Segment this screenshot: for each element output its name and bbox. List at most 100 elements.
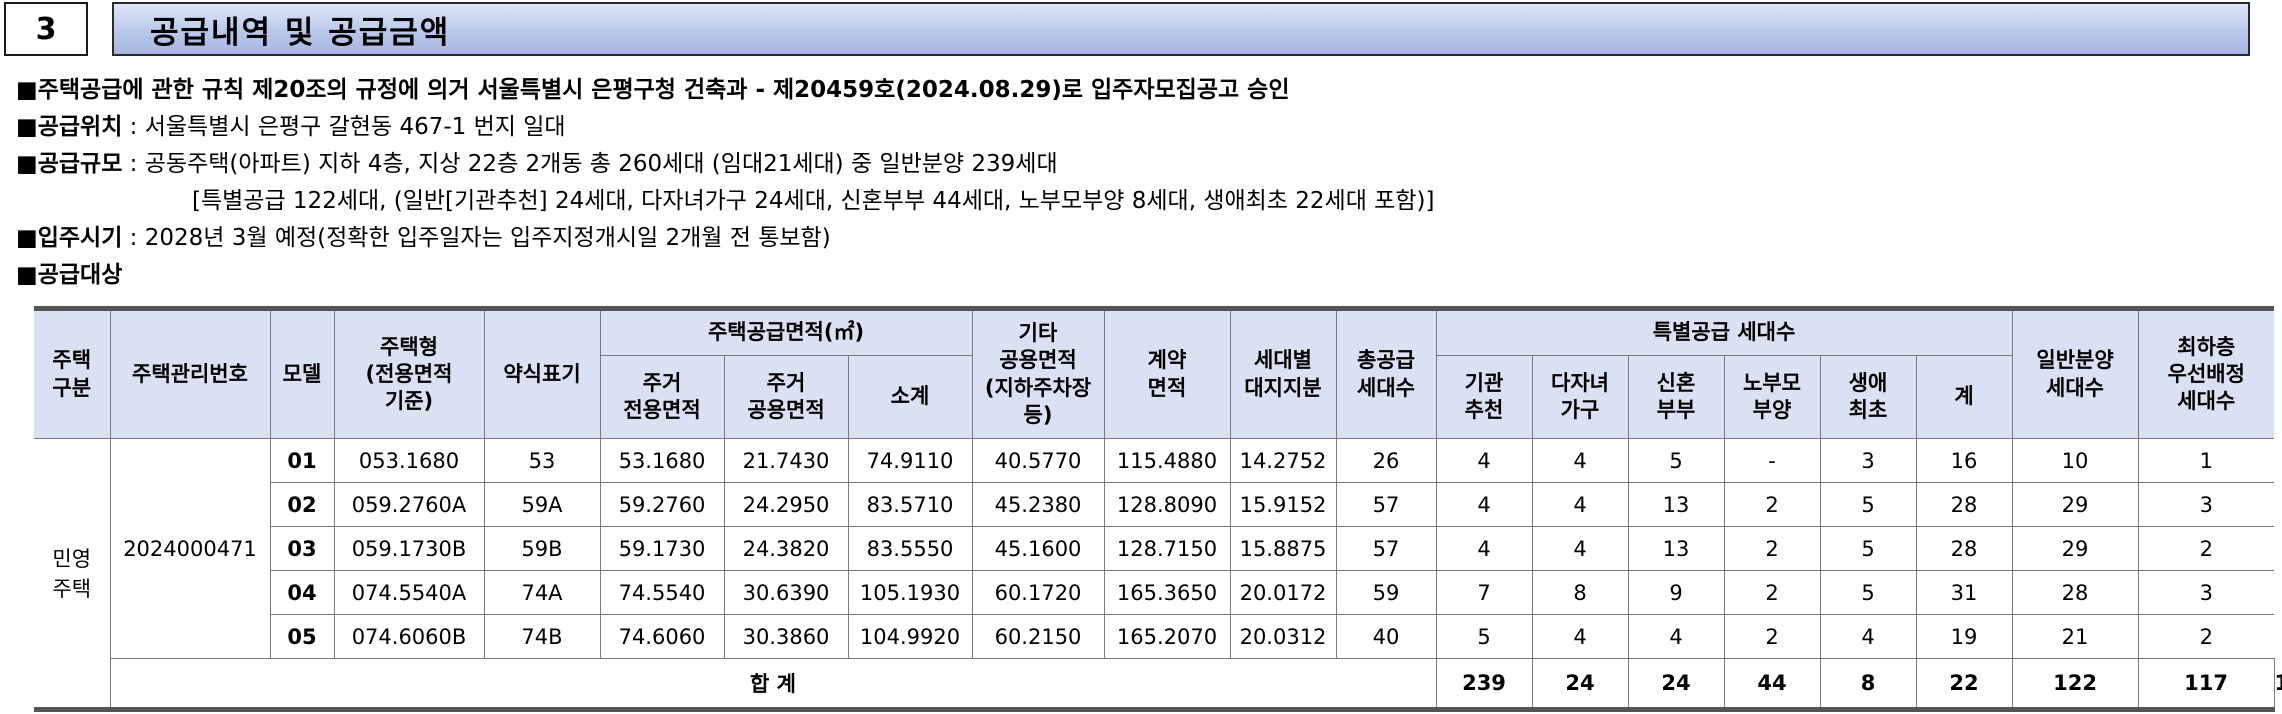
section-number: 3 xyxy=(4,2,88,56)
cell-total: 59 xyxy=(1335,570,1437,615)
th-contract-area: 계약 면적 xyxy=(1103,308,1231,439)
location-value: : 서울특별시 은평구 갈현동 467-1 번지 일대 xyxy=(122,114,566,140)
cell-excl: 59.2760 xyxy=(599,482,725,527)
cell-type: 053.1680 xyxy=(333,438,485,483)
cell-mgmt-no: 2024000471 xyxy=(109,438,271,659)
cell-contract: 165.3650 xyxy=(1103,570,1231,615)
cell-multi: 4 xyxy=(1531,526,1629,571)
th-abbr: 약식표기 xyxy=(483,308,601,439)
th-subtotal: 소계 xyxy=(847,355,973,439)
th-area-group: 주택공급면적(㎡) xyxy=(599,308,973,356)
location-label: ■공급위치 xyxy=(16,114,123,140)
cell-inst: 7 xyxy=(1435,570,1533,615)
cell-model: 03 xyxy=(270,526,335,571)
total-label: 합 계 xyxy=(110,658,1437,710)
cell-other: 45.1600 xyxy=(971,526,1105,571)
cell-land: 15.9152 xyxy=(1229,482,1337,527)
target-label: ■공급대상 xyxy=(16,262,123,288)
cell-total: 40 xyxy=(1335,614,1437,659)
cell-common: 21.7430 xyxy=(723,438,849,483)
total-first: 22 xyxy=(1915,658,2013,710)
total-row: 합 계 239 24 24 44 8 22 122 117 11 xyxy=(34,658,2282,710)
cell-low: 2 xyxy=(2137,526,2275,571)
th-multi: 다자녀 가구 xyxy=(1531,355,1629,439)
cell-land: 14.2752 xyxy=(1229,438,1337,483)
cell-sum: 31 xyxy=(1915,570,2013,615)
cell-low: 3 xyxy=(2137,482,2275,527)
table-row: 02 059.2760A 59A 59.2760 24.2950 83.5710… xyxy=(34,482,2275,527)
cell-subtotal: 105.1930 xyxy=(847,570,973,615)
cell-elderly: 2 xyxy=(1723,482,1821,527)
supply-info: ■주택공급에 관한 규칙 제20조의 규정에 의거 서울특별시 은평구청 건축과… xyxy=(16,72,2256,294)
th-first: 생애 최초 xyxy=(1819,355,1917,439)
cell-first: 4 xyxy=(1819,614,1917,659)
total-inst: 24 xyxy=(1531,658,1629,710)
cell-subtotal: 74.9110 xyxy=(847,438,973,483)
cell-abbr: 59B xyxy=(483,526,601,571)
cell-low: 1 xyxy=(2137,438,2275,483)
th-mgmt-no: 주택관리번호 xyxy=(109,308,271,439)
cell-type: 074.6060B xyxy=(333,614,485,659)
cell-inst: 4 xyxy=(1435,526,1533,571)
cell-abbr: 74A xyxy=(483,570,601,615)
scale-line: ■공급규모 : 공동주택(아파트) 지하 4층, 지상 22층 2개동 총 26… xyxy=(16,146,2256,183)
cell-abbr: 74B xyxy=(483,614,601,659)
scale-label: ■공급규모 xyxy=(16,151,123,177)
cell-inst: 4 xyxy=(1435,438,1533,483)
cell-contract: 115.4880 xyxy=(1103,438,1231,483)
th-lowfloor: 최하층 우선배정 세대수 xyxy=(2137,308,2275,439)
cell-elderly: - xyxy=(1723,438,1821,483)
cell-general: 21 xyxy=(2011,614,2139,659)
movein-line: ■입주시기 : 2028년 3월 예정(정확한 입주일자는 입주지정개시일 2개… xyxy=(16,220,2256,257)
th-housing-type: 주택형 (전용면적 기준) xyxy=(333,308,485,439)
cell-other: 60.2150 xyxy=(971,614,1105,659)
total-general: 117 xyxy=(2137,658,2275,710)
cell-multi: 8 xyxy=(1531,570,1629,615)
cell-first: 5 xyxy=(1819,482,1917,527)
section-title: 공급내역 및 공급금액 xyxy=(112,2,2250,56)
th-sum: 계 xyxy=(1915,355,2013,439)
cell-common: 24.2950 xyxy=(723,482,849,527)
cell-subtotal: 83.5550 xyxy=(847,526,973,571)
cell-subtotal: 104.9920 xyxy=(847,614,973,659)
cell-multi: 4 xyxy=(1531,482,1629,527)
cell-other: 60.1720 xyxy=(971,570,1105,615)
th-excl-area: 주거 전용면적 xyxy=(600,355,725,439)
total-elderly: 8 xyxy=(1819,658,1917,710)
cell-total: 57 xyxy=(1335,482,1437,527)
cell-general: 29 xyxy=(2011,526,2139,571)
section-header: 3 공급내역 및 공급금액 xyxy=(0,0,2250,58)
cell-general: 28 xyxy=(2011,570,2139,615)
table-row: 03 059.1730B 59B 59.1730 24.3820 83.5550… xyxy=(34,526,2275,571)
cell-type: 059.2760A xyxy=(333,482,485,527)
th-elderly: 노부모 부양 xyxy=(1723,355,1821,439)
total-multi: 24 xyxy=(1627,658,1725,710)
cell-contract: 165.2070 xyxy=(1103,614,1231,659)
cell-sum: 19 xyxy=(1915,614,2013,659)
total-newlywed: 44 xyxy=(1723,658,1821,710)
total-units: 239 xyxy=(1435,658,1533,710)
cell-general: 29 xyxy=(2011,482,2139,527)
th-common-area: 주거 공용면적 xyxy=(723,355,849,439)
cell-common: 30.6390 xyxy=(723,570,849,615)
cell-type: 059.1730B xyxy=(333,526,485,571)
cell-low: 2 xyxy=(2137,614,2275,659)
cell-excl: 53.1680 xyxy=(599,438,725,483)
scale-value: : 공동주택(아파트) 지하 4층, 지상 22층 2개동 총 260세대 (임… xyxy=(122,151,1058,177)
th-total-units: 총공급 세대수 xyxy=(1335,308,1437,439)
cell-newlywed: 13 xyxy=(1627,482,1725,527)
scale-detail: [특별공급 122세대, (일반[기관추천] 24세대, 다자녀가구 24세대,… xyxy=(192,188,1435,214)
cell-sum: 28 xyxy=(1915,482,2013,527)
cell-excl: 74.5540 xyxy=(599,570,725,615)
cell-total: 57 xyxy=(1335,526,1437,571)
cell-multi: 4 xyxy=(1531,438,1629,483)
th-model: 모델 xyxy=(269,308,335,439)
cell-elderly: 2 xyxy=(1723,614,1821,659)
total-sum: 122 xyxy=(2011,658,2139,710)
cell-common: 30.3860 xyxy=(723,614,849,659)
th-other-common: 기타 공용면적 (지하주차장 등) xyxy=(971,308,1105,439)
th-special-group: 특별공급 세대수 xyxy=(1435,308,2013,356)
cell-model: 04 xyxy=(270,570,335,615)
cell-model: 01 xyxy=(269,438,335,483)
cell-newlywed: 13 xyxy=(1627,526,1725,571)
